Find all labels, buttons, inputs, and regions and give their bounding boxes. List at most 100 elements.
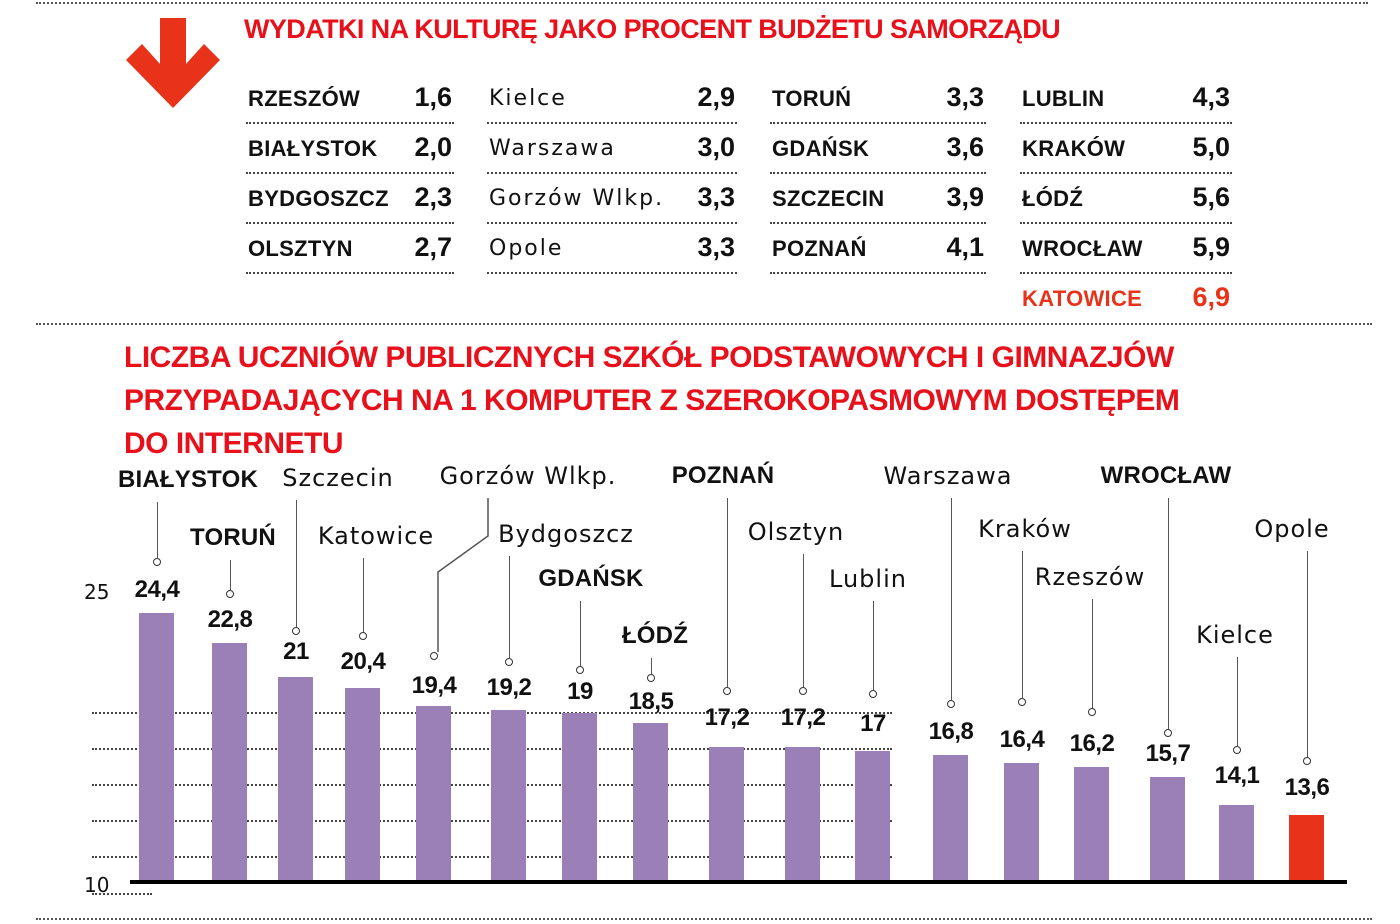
percent-value: 2,7 bbox=[414, 232, 452, 262]
leader-dot bbox=[947, 700, 955, 708]
percent-value: 3,3 bbox=[946, 82, 984, 112]
leader-line bbox=[651, 658, 652, 674]
city-name: BIAŁYSTOK bbox=[248, 136, 378, 161]
x-axis-baseline bbox=[130, 880, 1347, 884]
leader-dot bbox=[1018, 698, 1026, 706]
bar bbox=[1150, 777, 1185, 882]
bar-value-label: 17 bbox=[860, 710, 886, 737]
table-row: WROCŁAW 5,9 bbox=[1020, 224, 1232, 274]
table-row: LUBLIN 4,3 bbox=[1020, 74, 1232, 124]
table-row: SZCZECIN 3,9 bbox=[770, 174, 986, 224]
leader-dot bbox=[576, 666, 584, 674]
table-row: KRAKÓW 5,0 bbox=[1020, 124, 1232, 174]
table-row: ŁÓDŹ 5,6 bbox=[1020, 174, 1232, 224]
percent-value: 5,9 bbox=[1192, 232, 1230, 262]
leader-line bbox=[230, 560, 231, 590]
table-row: OLSZTYN 2,7 bbox=[246, 224, 454, 274]
leader-line bbox=[727, 498, 728, 687]
bar bbox=[212, 643, 247, 882]
down-arrow-icon bbox=[126, 18, 220, 108]
bar bbox=[491, 710, 526, 882]
city-label: WROCŁAW bbox=[1100, 462, 1232, 489]
y-axis-label-top: 25 bbox=[84, 580, 110, 604]
leader-line bbox=[1168, 498, 1169, 729]
city-label: Szczecin bbox=[282, 464, 394, 492]
percent-value: 4,1 bbox=[946, 232, 984, 262]
leader-line bbox=[873, 601, 874, 690]
percent-value: 2,3 bbox=[414, 182, 452, 212]
city-name: Gorzów Wlkp. bbox=[489, 186, 665, 211]
culture-spending-title: WYDATKI NA KULTURĘ JAKO PROCENT BUDŻETU … bbox=[244, 14, 1061, 44]
leader-dot bbox=[226, 590, 234, 598]
city-label: Kielce bbox=[1196, 621, 1274, 649]
leader-line bbox=[580, 601, 581, 666]
leader-dot bbox=[505, 658, 513, 666]
leader-dot bbox=[292, 627, 300, 635]
city-label: Kraków bbox=[978, 515, 1072, 543]
percent-value: 3,9 bbox=[946, 182, 984, 212]
title-line-1: LICZBA UCZNIÓW PUBLICZNYCH SZKÓŁ PODSTAW… bbox=[124, 341, 1174, 374]
percent-value: 1,6 bbox=[414, 82, 452, 112]
city-label: TORUŃ bbox=[190, 524, 276, 551]
table-row: GDAŃSK 3,6 bbox=[770, 124, 986, 174]
city-label: Lublin bbox=[829, 565, 907, 593]
bar-value-label: 20,4 bbox=[340, 648, 386, 675]
city-label: Katowice bbox=[317, 522, 435, 550]
table-row: Kielce 2,9 bbox=[487, 74, 737, 124]
leader-line bbox=[1307, 551, 1308, 757]
leader-dot bbox=[1303, 757, 1311, 765]
city-name: GDAŃSK bbox=[772, 136, 870, 161]
leader-line bbox=[1237, 657, 1238, 746]
percent-value: 3,0 bbox=[697, 132, 735, 162]
leader-dot bbox=[1164, 729, 1172, 737]
top-divider bbox=[36, 2, 1368, 4]
city-label: Opole bbox=[1254, 515, 1330, 543]
percent-value: 2,9 bbox=[697, 82, 735, 112]
percent-value: 5,0 bbox=[1192, 132, 1230, 162]
table-row: Opole 3,3 bbox=[487, 224, 737, 274]
bar-value-label: 14,1 bbox=[1214, 762, 1260, 789]
bar-value-label: 18,5 bbox=[628, 688, 674, 715]
city-name: SZCZECIN bbox=[772, 186, 885, 211]
table-row: Gorzów Wlkp. 3,3 bbox=[487, 174, 737, 224]
percent-value: 3,3 bbox=[697, 232, 735, 262]
bar-value-label: 15,7 bbox=[1145, 740, 1191, 767]
leader-line bbox=[951, 498, 952, 700]
city-name: Opole bbox=[489, 236, 564, 261]
bar-value-label: 13,6 bbox=[1284, 774, 1330, 801]
bar-value-label: 19,4 bbox=[411, 672, 457, 699]
city-label: Olsztyn bbox=[747, 518, 845, 546]
bar-value-label: 24,4 bbox=[134, 576, 180, 603]
city-name: ŁÓDŹ bbox=[1022, 186, 1084, 211]
students-per-computer-title: LICZBA UCZNIÓW PUBLICZNYCH SZKÓŁ PODSTAW… bbox=[124, 336, 1180, 465]
leader-line bbox=[803, 554, 804, 687]
bar bbox=[633, 723, 668, 882]
bar-value-label: 19 bbox=[567, 678, 593, 705]
table-row: BIAŁYSTOK 2,0 bbox=[246, 124, 454, 174]
leader-dot bbox=[359, 632, 367, 640]
city-name: Kielce bbox=[489, 86, 567, 111]
leader-dot bbox=[1088, 708, 1096, 716]
city-label: GDAŃSK bbox=[538, 565, 644, 592]
leader-dot bbox=[1233, 746, 1241, 754]
bar-value-label: 22,8 bbox=[207, 606, 253, 633]
leader-line bbox=[1092, 599, 1093, 708]
city-label: BIAŁYSTOK bbox=[117, 466, 259, 493]
city-label: Gorzów Wlkp. bbox=[439, 462, 617, 490]
leader-dot bbox=[799, 687, 807, 695]
section-divider bbox=[36, 323, 1372, 325]
bar bbox=[562, 713, 597, 882]
percent-value: 3,6 bbox=[946, 132, 984, 162]
bar-value-label: 21 bbox=[283, 638, 309, 665]
bar bbox=[139, 613, 174, 882]
city-label: POZNAŃ bbox=[671, 462, 775, 489]
city-label: Rzeszów bbox=[1034, 563, 1146, 591]
city-name: LUBLIN bbox=[1022, 86, 1105, 111]
leader-line bbox=[509, 556, 510, 658]
bar-value-label: 16,2 bbox=[1069, 730, 1115, 757]
percent-value: 6,9 bbox=[1192, 282, 1230, 312]
bar bbox=[855, 751, 890, 882]
table-row: KATOWICE 6,9 bbox=[1020, 274, 1232, 322]
title-line-3: DO INTERNETU bbox=[124, 427, 344, 460]
bar-value-label: 16,4 bbox=[999, 726, 1045, 753]
